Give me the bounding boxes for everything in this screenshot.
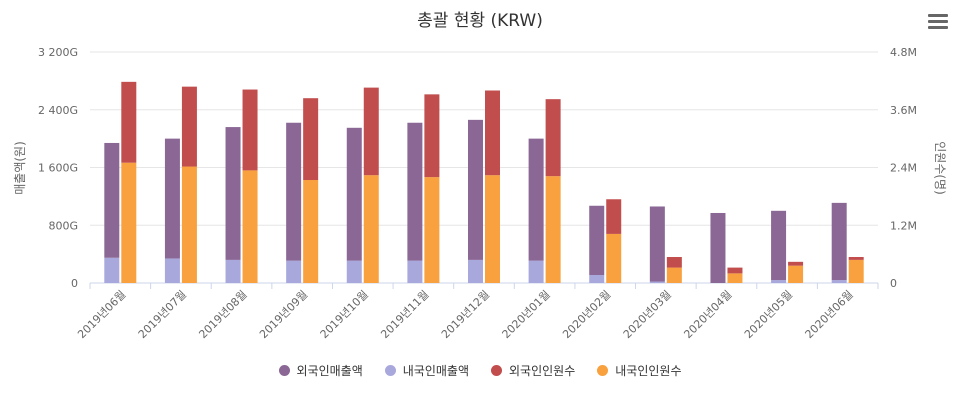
bar-people-내국인인원수[interactable] xyxy=(606,233,622,283)
legend-swatch xyxy=(597,365,609,376)
bar-people-외국인인원수[interactable] xyxy=(545,99,561,177)
bar-people-내국인인원수[interactable] xyxy=(181,166,197,283)
legend-item[interactable]: 외국인매출액 xyxy=(278,362,363,379)
bar-people-외국인인원수[interactable] xyxy=(424,94,440,178)
bar-sales-외국인매출액[interactable] xyxy=(589,205,605,276)
legend-swatch xyxy=(491,365,502,376)
bar-sales-내국인매출액[interactable] xyxy=(831,280,847,283)
bar-sales-외국인매출액[interactable] xyxy=(831,202,847,281)
bar-sales-내국인매출액[interactable] xyxy=(528,260,544,283)
bar-series xyxy=(104,81,864,283)
bar-people-내국인인원수[interactable] xyxy=(242,170,258,283)
legend-item[interactable]: 내국인매출액 xyxy=(384,362,469,379)
bar-people-외국인인원수[interactable] xyxy=(121,81,137,163)
bar-people-내국인인원수[interactable] xyxy=(727,273,743,283)
legend: 외국인매출액 내국인매출액 외국인인원수 내국인인원수 xyxy=(0,362,960,379)
bar-people-외국인인원수[interactable] xyxy=(727,267,743,274)
bar-sales-내국인매출액[interactable] xyxy=(771,280,787,283)
x-tick-label: 2019년07월 xyxy=(136,288,189,341)
legend-label: 내국인인원수 xyxy=(615,364,682,378)
bar-people-내국인인원수[interactable] xyxy=(121,162,137,283)
x-tick-label: 2019년12월 xyxy=(439,288,492,341)
bar-sales-내국인매출액[interactable] xyxy=(164,258,180,283)
bar-sales-내국인매출액[interactable] xyxy=(286,260,302,283)
chart-canvas: 0 800G 1 600G 2 400G 3 200G 0 1.2M 2.4M 3.6M 4.8M… xyxy=(13,46,947,341)
bar-people-내국인인원수[interactable] xyxy=(545,176,561,283)
x-tick-label: 2019년11월 xyxy=(378,288,431,341)
x-tick-label: 2020년01월 xyxy=(500,288,553,341)
legend-swatch xyxy=(278,365,290,376)
bar-sales-외국인매출액[interactable] xyxy=(104,142,120,258)
y-axis-left-label: 매출액(원) xyxy=(13,141,27,195)
bar-sales-외국인매출액[interactable] xyxy=(649,206,665,282)
bar-people-외국인인원수[interactable] xyxy=(363,87,379,176)
bar-sales-외국인매출액[interactable] xyxy=(528,138,544,261)
x-tick-label: 2020년05월 xyxy=(742,288,795,341)
bar-sales-외국인매출액[interactable] xyxy=(286,122,302,261)
x-tick-label: 2019년06월 xyxy=(75,288,128,341)
bar-people-외국인인원수[interactable] xyxy=(788,261,804,266)
bar-sales-외국인매출액[interactable] xyxy=(346,127,362,261)
legend-item[interactable]: 내국인인원수 xyxy=(597,362,682,379)
x-tick-label: 2019년09월 xyxy=(257,288,310,341)
bar-sales-외국인매출액[interactable] xyxy=(407,122,423,261)
legend-label: 내국인매출액 xyxy=(402,364,469,378)
bar-people-내국인인원수[interactable] xyxy=(363,175,379,283)
y-left-tick-label: 3 200G xyxy=(38,46,78,59)
bar-sales-외국인매출액[interactable] xyxy=(225,127,241,260)
y-right-tick-label: 3.6M xyxy=(890,104,917,117)
y-axis-right-label: 인원수(명) xyxy=(933,141,947,195)
bar-sales-내국인매출액[interactable] xyxy=(589,275,605,283)
bar-people-외국인인원수[interactable] xyxy=(485,90,500,176)
legend-label: 외국인인원수 xyxy=(509,364,576,378)
bar-sales-내국인매출액[interactable] xyxy=(104,257,120,283)
bar-people-외국인인원수[interactable] xyxy=(303,98,319,181)
legend-swatch xyxy=(384,365,396,376)
bar-people-내국인인원수[interactable] xyxy=(424,177,440,283)
bar-people-내국인인원수[interactable] xyxy=(848,259,864,283)
y-right-tick-label: 4.8M xyxy=(890,46,917,59)
legend-label: 외국인매출액 xyxy=(296,364,363,378)
bar-people-외국인인원수[interactable] xyxy=(666,257,682,268)
bar-people-내국인인원수[interactable] xyxy=(666,267,682,283)
bar-people-내국인인원수[interactable] xyxy=(788,265,804,283)
y-right-tick-label: 0 xyxy=(890,277,897,290)
x-tick-label: 2020년06월 xyxy=(803,288,856,341)
bar-sales-외국인매출액[interactable] xyxy=(710,212,726,283)
bar-sales-내국인매출액[interactable] xyxy=(468,259,483,283)
grid-lines xyxy=(90,51,878,284)
bar-people-외국인인원수[interactable] xyxy=(181,86,197,167)
bar-sales-외국인매출액[interactable] xyxy=(771,210,787,281)
x-tick-label: 2020년04월 xyxy=(681,288,734,341)
y-left-tick-label: 1 600G xyxy=(38,162,78,175)
bar-people-외국인인원수[interactable] xyxy=(848,257,864,260)
bar-sales-외국인매출액[interactable] xyxy=(468,119,483,260)
bar-sales-내국인매출액[interactable] xyxy=(346,260,362,283)
y-left-tick-label: 0 xyxy=(71,277,78,290)
bar-sales-외국인매출액[interactable] xyxy=(164,138,180,259)
x-tick-label: 2020년03월 xyxy=(621,288,674,341)
bar-people-외국인인원수[interactable] xyxy=(606,199,622,234)
y-right-tick-label: 1.2M xyxy=(890,219,917,232)
x-tick-label: 2020년02월 xyxy=(560,288,613,341)
bar-sales-내국인매출액[interactable] xyxy=(407,260,423,283)
bar-people-내국인인원수[interactable] xyxy=(485,175,500,283)
chart-title: 총괄 현황 (KRW) xyxy=(417,11,543,31)
x-tick-label: 2019년10월 xyxy=(318,288,371,341)
y-left-tick-label: 2 400G xyxy=(38,104,78,117)
y-left-tick-label: 800G xyxy=(48,219,78,232)
bar-people-내국인인원수[interactable] xyxy=(303,180,319,283)
y-right-tick-label: 2.4M xyxy=(890,162,917,175)
hamburger-menu-icon[interactable] xyxy=(928,14,948,30)
bar-sales-내국인매출액[interactable] xyxy=(649,281,665,283)
legend-item[interactable]: 외국인인원수 xyxy=(491,362,575,379)
x-tick-label: 2019년08월 xyxy=(196,288,249,341)
bar-sales-내국인매출액[interactable] xyxy=(225,259,241,283)
bar-people-외국인인원수[interactable] xyxy=(242,89,258,171)
